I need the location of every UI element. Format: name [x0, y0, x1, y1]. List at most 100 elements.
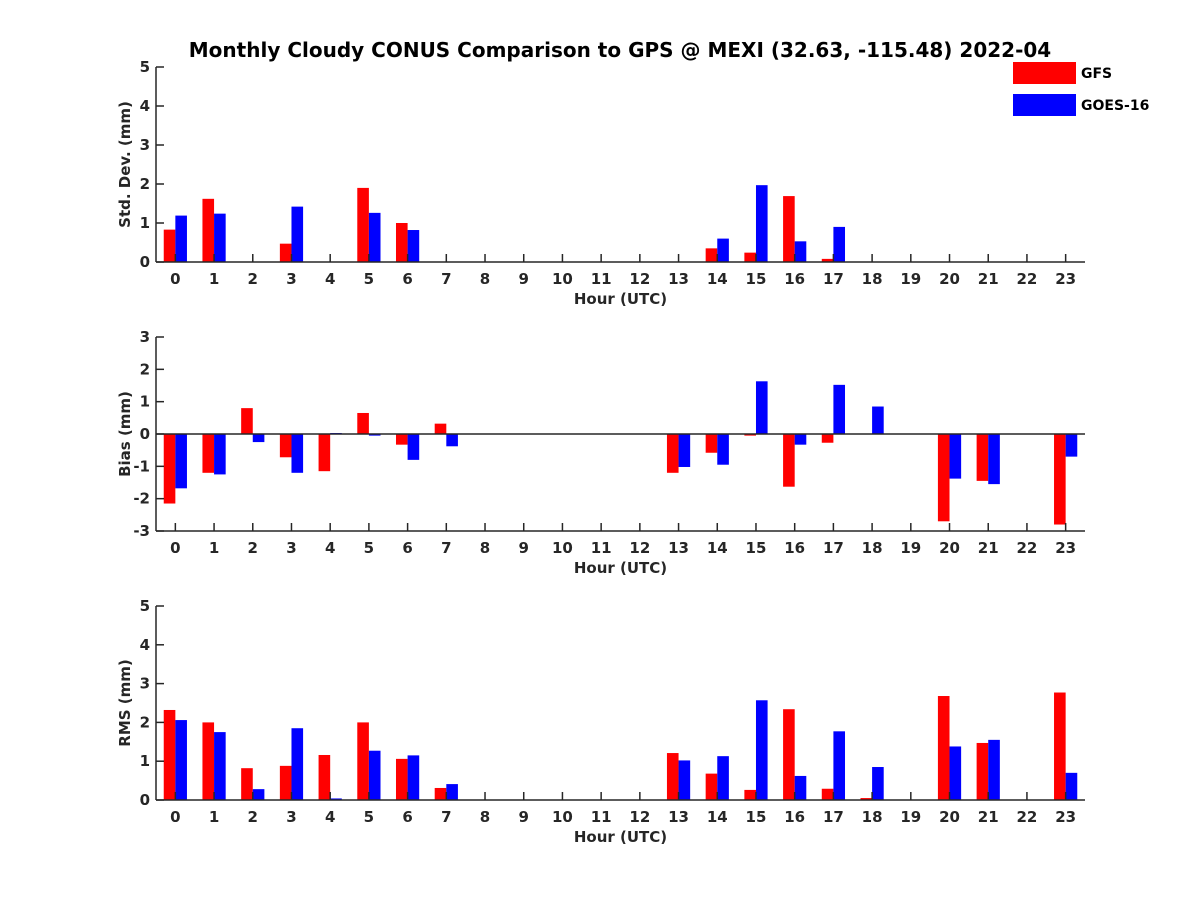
- bar-gfs-h1: [202, 722, 215, 800]
- bar-goes16-h6: [407, 755, 420, 800]
- bar-gfs-h23: [1054, 434, 1066, 525]
- y-tick-label: 0: [140, 791, 150, 809]
- x-tick-label: 10: [552, 539, 573, 557]
- bar-goes16-h16: [794, 434, 807, 445]
- bar-goes16-h13: [678, 434, 691, 467]
- bar-gfs-h14: [705, 773, 718, 800]
- y-tick-label: 5: [140, 597, 150, 615]
- bar-gfs-h7: [434, 787, 447, 800]
- y-tick-label: 3: [140, 675, 150, 693]
- x-tick-label: 22: [1017, 270, 1038, 288]
- y-axis-label: Std. Dev. (mm): [116, 101, 134, 228]
- bar-gfs-h3: [279, 243, 292, 262]
- x-tick-label: 10: [552, 270, 573, 288]
- x-tick-label: 15: [746, 808, 767, 826]
- bar-goes16-h18: [872, 406, 884, 434]
- x-tick-label: 9: [519, 539, 529, 557]
- y-tick-label: 0: [140, 425, 150, 443]
- x-tick-label: 5: [364, 270, 374, 288]
- bar-gfs-h2: [241, 408, 253, 434]
- bar-gfs-h7: [434, 423, 447, 434]
- x-tick-label: 23: [1055, 808, 1076, 826]
- bar-goes16-h13: [678, 760, 691, 800]
- x-tick-label: 20: [939, 808, 960, 826]
- x-tick-label: 5: [364, 539, 374, 557]
- x-tick-label: 9: [519, 808, 529, 826]
- x-tick-label: 21: [978, 539, 999, 557]
- bar-goes16-h7: [446, 784, 458, 800]
- bar-goes16-h7: [446, 434, 458, 447]
- bar-goes16-h3: [291, 434, 304, 473]
- x-tick-label: 17: [823, 539, 844, 557]
- x-tick-label: 11: [591, 539, 612, 557]
- bar-goes16-h4: [330, 798, 342, 800]
- bar-gfs-h3: [279, 765, 292, 800]
- x-tick-label: 20: [939, 539, 960, 557]
- bar-gfs-h16: [783, 196, 795, 262]
- bar-goes16-h15: [755, 700, 768, 800]
- x-tick-label: 13: [668, 808, 689, 826]
- y-tick-label: 2: [140, 360, 150, 378]
- bar-gfs-h17: [821, 434, 834, 443]
- x-tick-label: 7: [441, 270, 451, 288]
- bar-gfs-h21: [976, 742, 989, 800]
- x-tick-label: 0: [170, 539, 180, 557]
- bar-gfs-h0: [163, 434, 176, 504]
- bar-goes16-h14: [717, 434, 729, 465]
- x-tick-label: 3: [286, 808, 296, 826]
- bar-gfs-h15: [744, 789, 756, 800]
- legend-label-goes16: GOES-16: [1081, 98, 1149, 114]
- x-tick-label: 15: [746, 270, 767, 288]
- x-tick-label: 23: [1055, 270, 1076, 288]
- bar-goes16-h2: [252, 434, 265, 443]
- x-tick-label: 6: [402, 808, 412, 826]
- bar-gfs-h6: [395, 758, 408, 800]
- x-tick-label: 16: [784, 808, 805, 826]
- bar-goes16-h1: [214, 732, 226, 800]
- x-tick-label: 23: [1055, 539, 1076, 557]
- bar-gfs-h16: [783, 434, 795, 487]
- x-tick-label: 2: [248, 270, 258, 288]
- x-tick-label: 18: [862, 808, 883, 826]
- x-tick-label: 15: [746, 539, 767, 557]
- bar-goes16-h1: [214, 434, 226, 475]
- y-tick-label: 4: [140, 636, 150, 654]
- x-tick-label: 22: [1017, 539, 1038, 557]
- x-tick-label: 8: [480, 808, 490, 826]
- x-tick-label: 19: [900, 808, 921, 826]
- y-tick-label: 3: [140, 136, 150, 154]
- bar-goes16-h17: [833, 226, 846, 262]
- x-tick-label: 17: [823, 270, 844, 288]
- y-tick-label: 0: [140, 253, 150, 271]
- legend-swatch-goes16: [1013, 94, 1076, 116]
- bar-gfs-h0: [163, 229, 176, 262]
- bar-goes16-h1: [214, 213, 226, 262]
- bar-goes16-h18: [872, 767, 884, 800]
- legend-swatch-gfs: [1013, 62, 1076, 84]
- bar-gfs-h16: [783, 709, 795, 800]
- x-tick-label: 12: [629, 270, 650, 288]
- x-tick-label: 2: [248, 808, 258, 826]
- x-tick-label: 13: [668, 539, 689, 557]
- x-tick-label: 3: [286, 270, 296, 288]
- x-tick-label: 19: [900, 270, 921, 288]
- bar-gfs-h17: [821, 258, 834, 262]
- bar-gfs-h13: [666, 753, 679, 800]
- x-tick-label: 9: [519, 270, 529, 288]
- x-tick-label: 1: [209, 270, 219, 288]
- y-tick-label: 2: [140, 713, 150, 731]
- bar-goes16-h14: [717, 756, 729, 800]
- x-tick-label: 3: [286, 539, 296, 557]
- x-tick-label: 18: [862, 539, 883, 557]
- bar-gfs-h5: [357, 412, 369, 434]
- y-tick-label: -1: [133, 457, 150, 475]
- x-tick-label: 10: [552, 808, 573, 826]
- bar-goes16-h3: [291, 728, 304, 800]
- y-tick-label: 1: [140, 393, 150, 411]
- bar-goes16-h21: [988, 434, 1000, 485]
- x-tick-label: 4: [325, 808, 335, 826]
- bar-gfs-h18: [860, 798, 873, 800]
- bar-goes16-h20: [949, 746, 962, 800]
- y-axis-label: RMS (mm): [116, 659, 134, 746]
